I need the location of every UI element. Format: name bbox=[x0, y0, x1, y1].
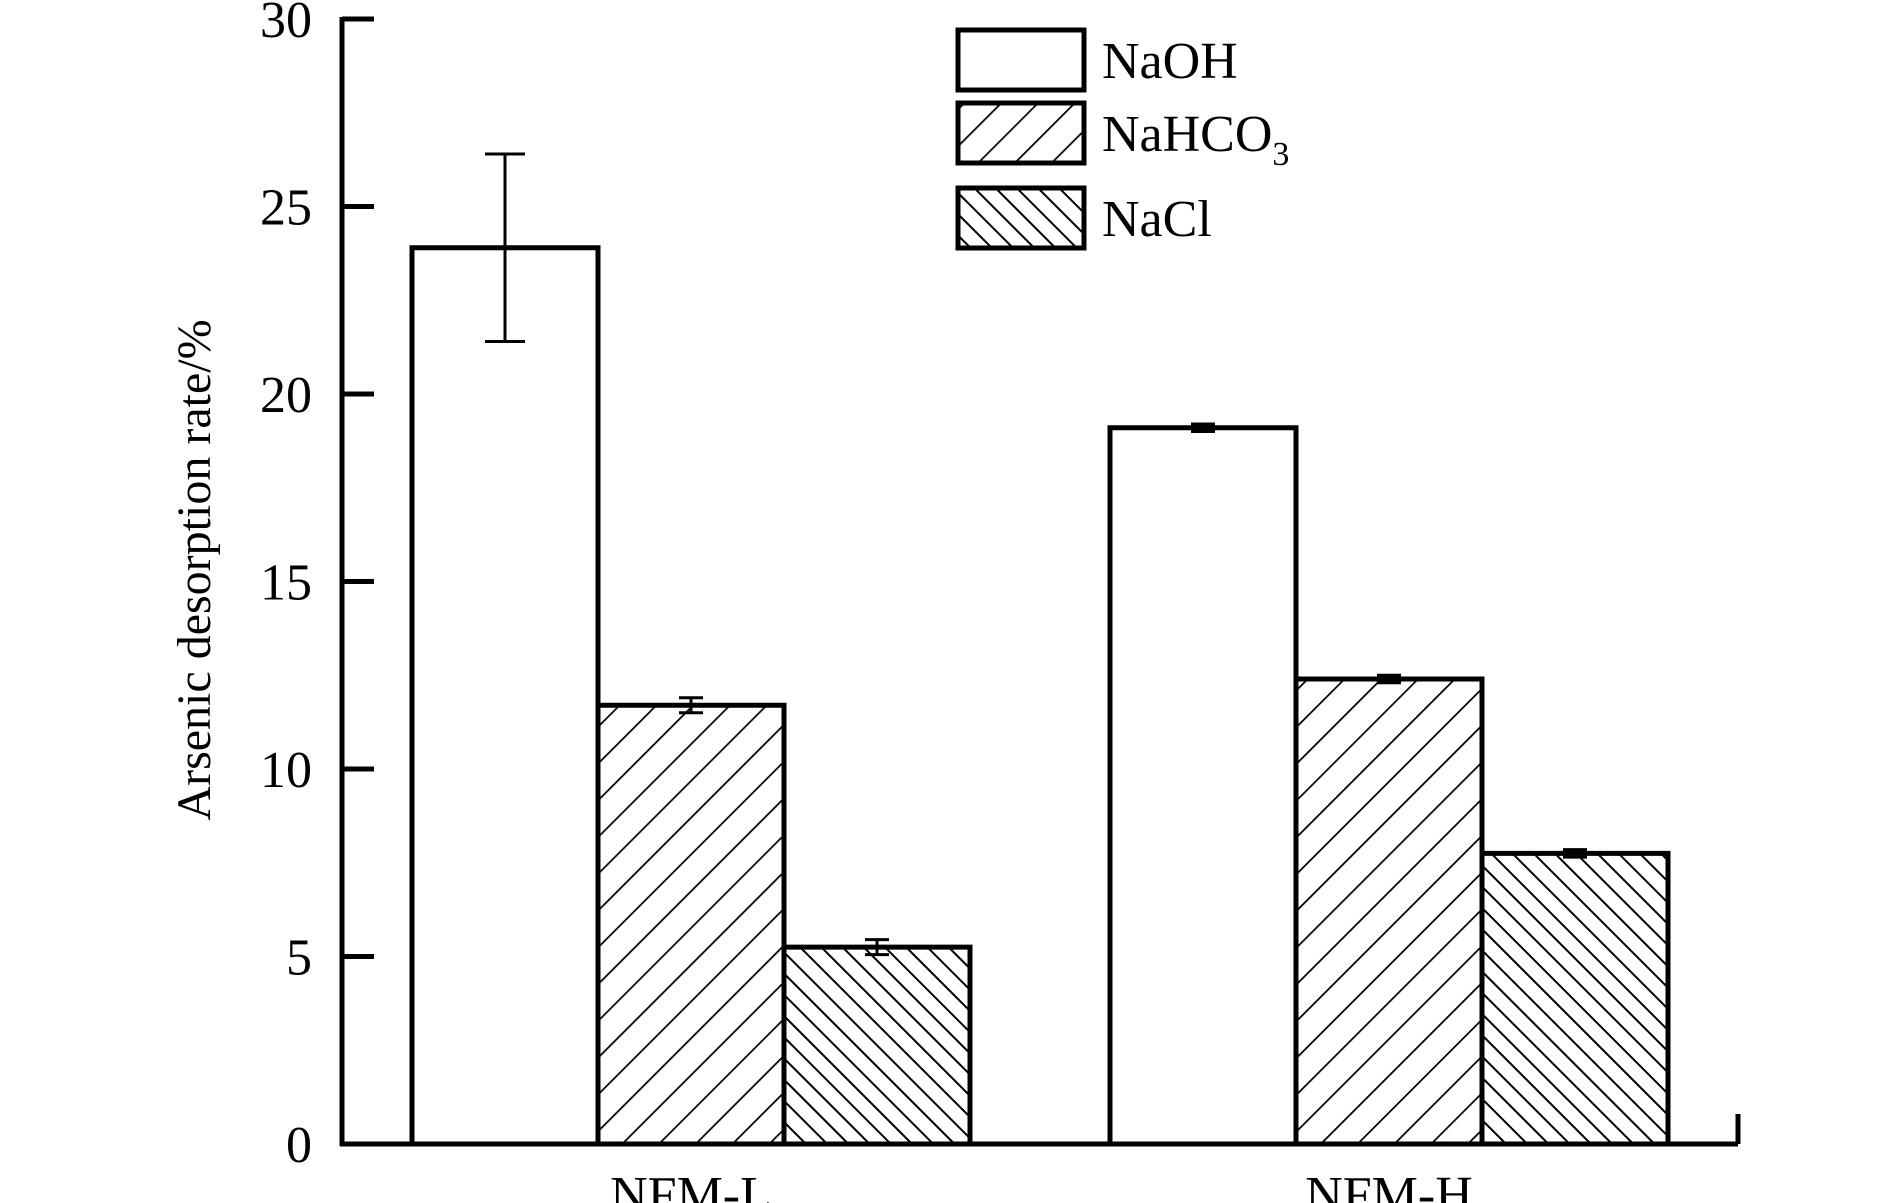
y-tick-label: 10 bbox=[260, 742, 312, 799]
y-tick-label: 25 bbox=[260, 180, 312, 237]
legend-item-nahco3: NaHCO3 bbox=[955, 100, 1289, 173]
error-bar-nahco3-nfm-l bbox=[679, 696, 703, 715]
x-category-label: NFM-L bbox=[610, 1167, 772, 1203]
legend-swatch bbox=[955, 27, 1087, 93]
error-bar-nacl-nfm-l bbox=[865, 938, 889, 957]
error-bar-nahco3-nfm-h bbox=[1377, 673, 1401, 685]
legend-swatch bbox=[955, 100, 1087, 166]
y-axis-title: Arsenic desorption rate/% bbox=[168, 319, 221, 820]
x-categories-group: NFM-L NFM-H bbox=[610, 1167, 1473, 1203]
error-bar-naoh-nfm-l bbox=[485, 152, 525, 343]
bar-naoh-nfm-l bbox=[409, 245, 601, 1147]
error-bar-naoh-nfm-h bbox=[1191, 422, 1215, 433]
error-bar-nacl-nfm-h bbox=[1563, 848, 1587, 859]
y-tick-label: 15 bbox=[260, 555, 312, 612]
legend-label: NaOH bbox=[1102, 33, 1238, 90]
legend-swatch bbox=[955, 185, 1087, 251]
error-bars-group bbox=[485, 152, 1587, 957]
y-tick-label: 5 bbox=[286, 930, 312, 987]
legend-label: NaCl bbox=[1102, 191, 1212, 248]
bar-nahco3-nfm-h bbox=[1293, 676, 1485, 1147]
y-tick-label: 30 bbox=[260, 0, 312, 49]
legend-label: NaHCO3 bbox=[1102, 106, 1289, 173]
y-ticks-group: 0 5 10 15 20 25 30 bbox=[260, 0, 374, 1174]
legend: NaOH NaHCO3 NaCl bbox=[955, 27, 1289, 251]
bar-nahco3-nfm-l bbox=[595, 702, 787, 1147]
y-tick-label: 20 bbox=[260, 367, 312, 424]
bar-nacl-nfm-h bbox=[1479, 850, 1671, 1147]
bar-naoh-nfm-h bbox=[1107, 425, 1299, 1147]
y-tick-label: 0 bbox=[286, 1117, 312, 1174]
legend-item-nacl: NaCl bbox=[955, 185, 1212, 251]
bar-nacl-nfm-l bbox=[781, 944, 973, 1147]
x-category-label: NFM-H bbox=[1305, 1167, 1473, 1203]
bars-group bbox=[409, 245, 1671, 1147]
legend-item-naoh: NaOH bbox=[955, 27, 1238, 93]
